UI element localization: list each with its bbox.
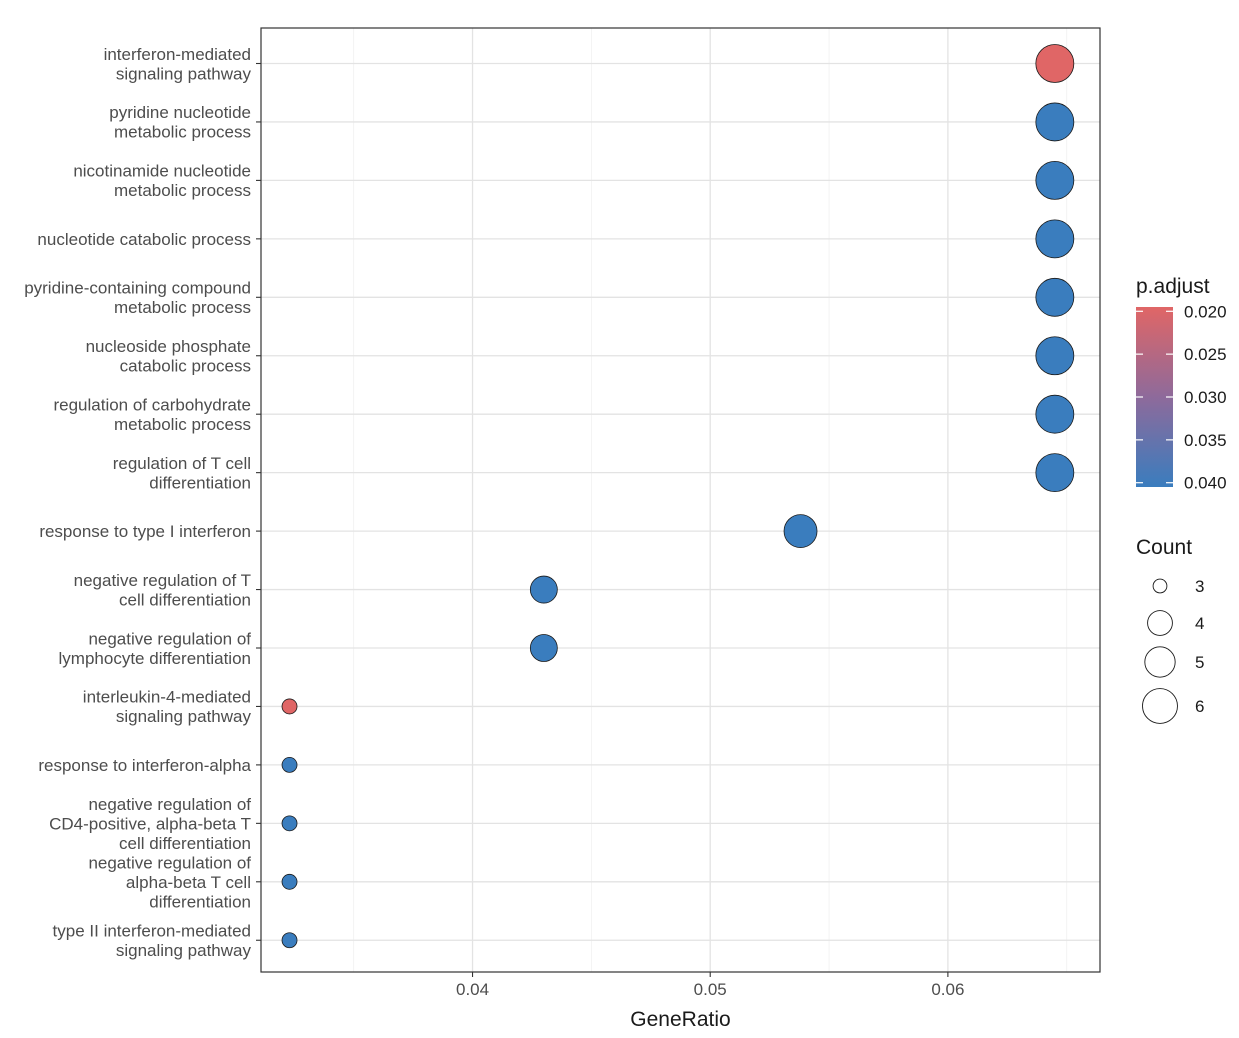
data-points: [281, 44, 1075, 949]
x-axis-title: GeneRatio: [630, 1008, 730, 1031]
x-tick-label: 0.06: [931, 980, 964, 999]
y-tick-label: regulation of carbohydrate metabolic proc…: [53, 395, 251, 434]
y-tick-label: negative regulation of CD4-positive, alph…: [49, 795, 251, 853]
color-legend-label: 0.035: [1184, 431, 1227, 450]
x-axis: 0.04 0.05 0.06: [456, 972, 964, 999]
data-point: [529, 634, 558, 662]
size-legend: Count 3 4 5 6: [1136, 536, 1204, 724]
size-legend-key: [1152, 578, 1168, 594]
size-legend-label: 4: [1195, 614, 1204, 633]
data-point: [281, 815, 298, 832]
color-legend-title: p.adjust: [1136, 275, 1210, 298]
size-legend-keys: 3 4 5 6: [1142, 577, 1204, 724]
size-legend-label: 5: [1195, 653, 1204, 672]
data-point: [281, 757, 298, 773]
data-point: [529, 575, 558, 604]
color-legend-label: 0.020: [1184, 302, 1227, 321]
y-tick-label: response to type I interferon: [39, 522, 251, 541]
x-tick-label: 0.05: [694, 980, 727, 999]
data-point: [1035, 277, 1075, 317]
size-legend-key: [1147, 610, 1173, 636]
size-legend-key: [1144, 646, 1176, 678]
y-tick-label: nucleotide catabolic process: [37, 230, 251, 249]
y-tick-label: type II interferon-mediated signaling pat…: [53, 922, 252, 961]
data-point: [281, 873, 298, 890]
y-axis: interferon-mediated signaling pathway pyri…: [24, 45, 261, 960]
data-point: [1035, 336, 1075, 376]
data-point: [281, 932, 298, 949]
y-tick-label: nicotinamide nucleotide metabolic process: [73, 162, 251, 201]
plot-panel-border: [260, 27, 1101, 973]
size-legend-title: Count: [1136, 536, 1192, 559]
color-legend-label: 0.030: [1184, 388, 1227, 407]
y-tick-label: regulation of T cell differentiation: [113, 454, 251, 493]
y-tick-label: interleukin-4-mediated signaling pathway: [83, 688, 252, 727]
data-point: [1035, 394, 1075, 434]
y-tick-label: pyridine nucleotide metabolic process: [109, 103, 251, 142]
data-point: [1035, 160, 1075, 200]
y-tick-label: nucleoside phosphate catabolic process: [86, 337, 251, 376]
data-point: [783, 514, 818, 548]
y-tick-label: interferon-mediated signaling pathway: [104, 45, 252, 84]
size-legend-label: 3: [1195, 577, 1204, 596]
size-legend-label: 6: [1195, 697, 1204, 716]
y-tick-label: pyridine-containing compound metabolic pr…: [24, 279, 251, 318]
y-tick-label: negative regulation of lymphocyte differe…: [59, 629, 252, 668]
color-bar-ticks: 0.020 0.025 0.030 0.035 0.040: [1136, 302, 1227, 493]
y-tick-label: negative regulation of alpha-beta T cell d…: [88, 853, 251, 911]
color-legend: p.adjust 0.020 0.025 0.030 0.035 0.040: [1136, 275, 1227, 493]
x-tick-label: 0.04: [456, 980, 489, 999]
data-point: [281, 698, 298, 715]
data-point: [1035, 102, 1075, 142]
size-legend-key: [1142, 688, 1178, 724]
data-point: [1035, 453, 1075, 493]
color-legend-label: 0.025: [1184, 345, 1227, 364]
grid-lines: [261, 28, 1100, 972]
data-point: [1035, 219, 1075, 259]
color-legend-label: 0.040: [1184, 474, 1227, 493]
y-tick-label: response to interferon-alpha: [38, 756, 251, 775]
data-point: [1035, 44, 1075, 83]
